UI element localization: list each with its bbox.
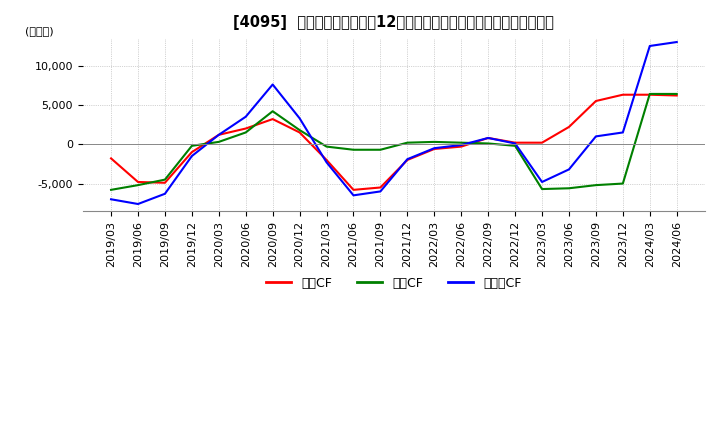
投資CF [484, 141, 492, 146]
フリーCF [484, 136, 492, 141]
フリーCF [538, 180, 546, 185]
フリーCF [564, 167, 573, 172]
営業CF [323, 158, 331, 163]
営業CF [592, 99, 600, 104]
フリーCF [618, 130, 627, 135]
営業CF [295, 130, 304, 135]
営業CF [538, 140, 546, 145]
営業CF [241, 126, 250, 131]
投資CF [618, 181, 627, 186]
Line: 投資CF: 投資CF [111, 94, 677, 190]
フリーCF [269, 82, 277, 87]
営業CF [672, 93, 681, 98]
投資CF [295, 128, 304, 133]
フリーCF [187, 154, 196, 159]
営業CF [484, 136, 492, 141]
営業CF [564, 125, 573, 130]
営業CF [510, 140, 519, 145]
投資CF [645, 91, 654, 96]
フリーCF [349, 193, 358, 198]
投資CF [323, 144, 331, 149]
フリーCF [241, 114, 250, 119]
投資CF [564, 186, 573, 191]
フリーCF [161, 191, 169, 196]
投資CF [134, 183, 143, 188]
Line: 営業CF: 営業CF [111, 95, 677, 190]
投資CF [349, 147, 358, 152]
フリーCF [430, 146, 438, 151]
Legend: 営業CF, 投資CF, フリーCF: 営業CF, 投資CF, フリーCF [261, 272, 526, 295]
営業CF [645, 92, 654, 97]
フリーCF [376, 189, 384, 194]
投資CF [241, 130, 250, 135]
投資CF [269, 109, 277, 114]
投資CF [215, 139, 223, 144]
Title: [4095]  キャッシュフローの12か月移動合計の対前年同期増減額の推移: [4095] キャッシュフローの12か月移動合計の対前年同期増減額の推移 [233, 15, 554, 30]
投資CF [538, 187, 546, 192]
営業CF [376, 185, 384, 190]
投資CF [107, 187, 115, 192]
営業CF [457, 144, 466, 149]
営業CF [269, 117, 277, 122]
フリーCF [672, 40, 681, 45]
Text: (百万円): (百万円) [25, 26, 53, 37]
投資CF [672, 91, 681, 96]
投資CF [592, 183, 600, 188]
フリーCF [645, 43, 654, 48]
投資CF [430, 139, 438, 144]
営業CF [618, 92, 627, 97]
フリーCF [403, 157, 412, 162]
投資CF [161, 177, 169, 182]
営業CF [107, 156, 115, 161]
営業CF [430, 147, 438, 152]
営業CF [187, 150, 196, 155]
投資CF [187, 143, 196, 148]
営業CF [215, 132, 223, 137]
投資CF [457, 140, 466, 145]
営業CF [161, 180, 169, 185]
フリーCF [134, 202, 143, 207]
営業CF [134, 180, 143, 185]
営業CF [403, 158, 412, 163]
Line: フリーCF: フリーCF [111, 42, 677, 204]
フリーCF [295, 116, 304, 121]
フリーCF [457, 143, 466, 148]
フリーCF [510, 141, 519, 146]
投資CF [376, 147, 384, 152]
投資CF [510, 143, 519, 148]
営業CF [349, 187, 358, 192]
投資CF [403, 140, 412, 145]
フリーCF [215, 132, 223, 137]
フリーCF [107, 197, 115, 202]
フリーCF [323, 160, 331, 165]
フリーCF [592, 134, 600, 139]
